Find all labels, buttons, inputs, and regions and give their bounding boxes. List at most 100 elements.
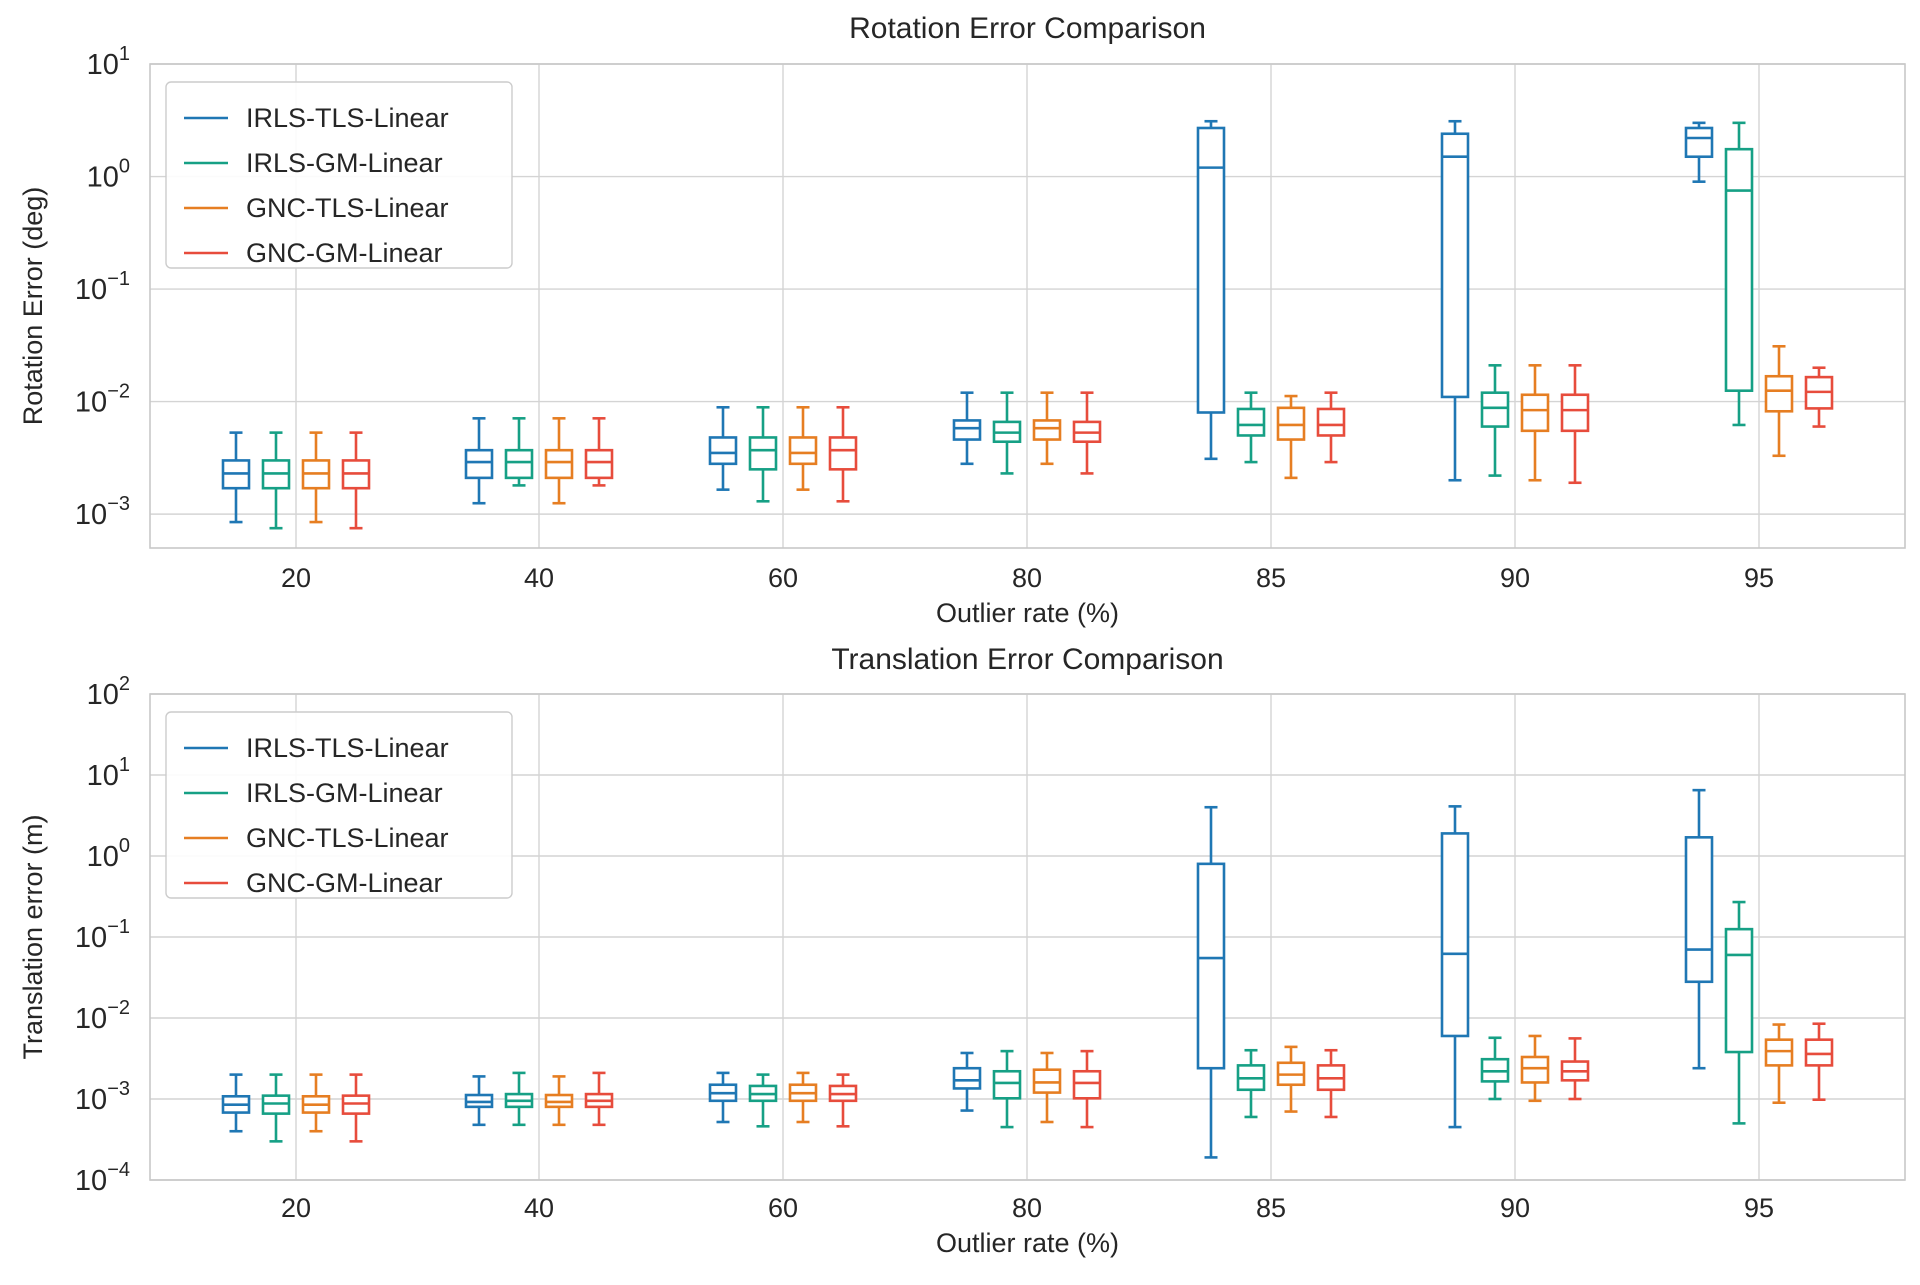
y-tick-base: 10 [87, 49, 119, 81]
box-plot [261, 1073, 291, 1143]
box-plot [341, 1073, 371, 1143]
legend-box [165, 711, 513, 899]
x-tick-label: 60 [768, 1193, 798, 1223]
iqr-box [788, 436, 818, 466]
iqr-box [1236, 407, 1266, 437]
box-plot [261, 431, 291, 530]
x-tick-label: 90 [1500, 563, 1530, 593]
y-tick-label: 10−2 [75, 381, 130, 419]
box-plot [584, 417, 614, 487]
y-tick-exponent: 0 [119, 156, 130, 178]
y-tick-label: 100 [87, 835, 130, 873]
box-plot [544, 1075, 574, 1127]
y-tick-exponent: −4 [107, 1159, 130, 1181]
box-plot [1072, 391, 1102, 475]
box-plot [1724, 900, 1754, 1125]
iqr-box [952, 1066, 982, 1090]
x-axis-label: Outlier rate (%) [936, 598, 1119, 628]
y-tick-base: 10 [75, 922, 107, 954]
box-plot [1196, 805, 1226, 1159]
y-tick-label: 102 [87, 673, 130, 711]
box-plot [1764, 345, 1794, 458]
legend-item: GNC-TLS-Linear [184, 193, 449, 223]
x-tick-label: 85 [1256, 563, 1286, 593]
legend-item: GNC-TLS-Linear [184, 823, 449, 853]
series-irls-gm-linear [261, 121, 1754, 530]
box-plot [788, 405, 818, 491]
y-axis-label: Rotation Error (deg) [18, 187, 48, 426]
iqr-box [748, 436, 778, 471]
iqr-box [708, 436, 738, 466]
y-tick-exponent: −1 [107, 916, 130, 938]
box-plot [1032, 391, 1062, 466]
x-tick-label: 80 [1012, 563, 1042, 593]
box-plot [1316, 1048, 1346, 1119]
x-axis-label: Outlier rate (%) [936, 1228, 1119, 1258]
legend-label: GNC-TLS-Linear [246, 193, 449, 223]
box-plot [708, 405, 738, 491]
y-tick-base: 10 [75, 387, 107, 419]
chart-title: Rotation Error Comparison [849, 12, 1206, 45]
y-tick-base: 10 [75, 274, 107, 306]
y-tick-label: 101 [87, 754, 130, 792]
legend-label: IRLS-GM-Linear [246, 148, 443, 178]
box-plot [301, 431, 331, 524]
iqr-box [828, 436, 858, 471]
iqr-box [1724, 147, 1754, 392]
box-plot [464, 417, 494, 505]
box-plot [748, 1073, 778, 1128]
iqr-box [1032, 1068, 1062, 1094]
y-tick-base: 10 [75, 1084, 107, 1116]
box-plot [1804, 1022, 1834, 1102]
box-plot [1276, 394, 1306, 480]
series-irls-tls-linear [221, 119, 1714, 524]
y-tick-base: 10 [75, 499, 107, 531]
legend-label: GNC-TLS-Linear [246, 823, 449, 853]
box-plot [1236, 1048, 1266, 1119]
box-plot [1276, 1045, 1306, 1113]
iqr-box [1520, 393, 1550, 433]
iqr-box [992, 1069, 1022, 1100]
iqr-box [1764, 374, 1794, 413]
y-tick-base: 10 [87, 760, 119, 792]
box-plot [1520, 364, 1550, 482]
plot-frame [149, 63, 1906, 549]
legend: IRLS-TLS-Linear IRLS-GM-Linear GNC-TLS-Lin… [165, 711, 513, 899]
legend-item: IRLS-TLS-Linear [184, 103, 449, 133]
y-tick-label: 10−1 [75, 916, 130, 954]
box-plot [221, 431, 251, 524]
x-tick-label: 95 [1744, 563, 1774, 593]
legend-item: GNC-GM-Linear [184, 238, 443, 268]
legend-label: GNC-GM-Linear [246, 868, 443, 898]
box-plot [1032, 1051, 1062, 1124]
iqr-box [464, 448, 494, 480]
box-plot [504, 1071, 534, 1127]
box-plot [1236, 391, 1266, 464]
y-tick-label: 100 [87, 156, 130, 194]
iqr-box [1764, 1038, 1794, 1067]
box-plot [1520, 1034, 1550, 1103]
box-plot [828, 1073, 858, 1128]
iqr-box [584, 448, 614, 480]
iqr-box [952, 419, 982, 441]
box-plot [584, 1071, 614, 1127]
legend-item: IRLS-GM-Linear [184, 148, 443, 178]
box-plot [788, 1071, 818, 1124]
y-tick-base: 10 [87, 841, 119, 873]
box-plot [748, 405, 778, 503]
legend: IRLS-TLS-Linear IRLS-GM-Linear GNC-TLS-Lin… [165, 81, 513, 269]
x-tick-label: 20 [281, 1193, 311, 1223]
legend-item: GNC-GM-Linear [184, 868, 443, 898]
box-plot [221, 1073, 251, 1133]
y-tick-label: 10−1 [75, 268, 130, 306]
iqr-box [1440, 132, 1470, 399]
box-plot [1684, 788, 1714, 1070]
box-plot [992, 1049, 1022, 1129]
iqr-box [1440, 832, 1470, 1038]
box-plot [828, 405, 858, 503]
x-tick-label: 60 [768, 563, 798, 593]
box-plot [1480, 364, 1510, 477]
iqr-box [504, 448, 534, 480]
